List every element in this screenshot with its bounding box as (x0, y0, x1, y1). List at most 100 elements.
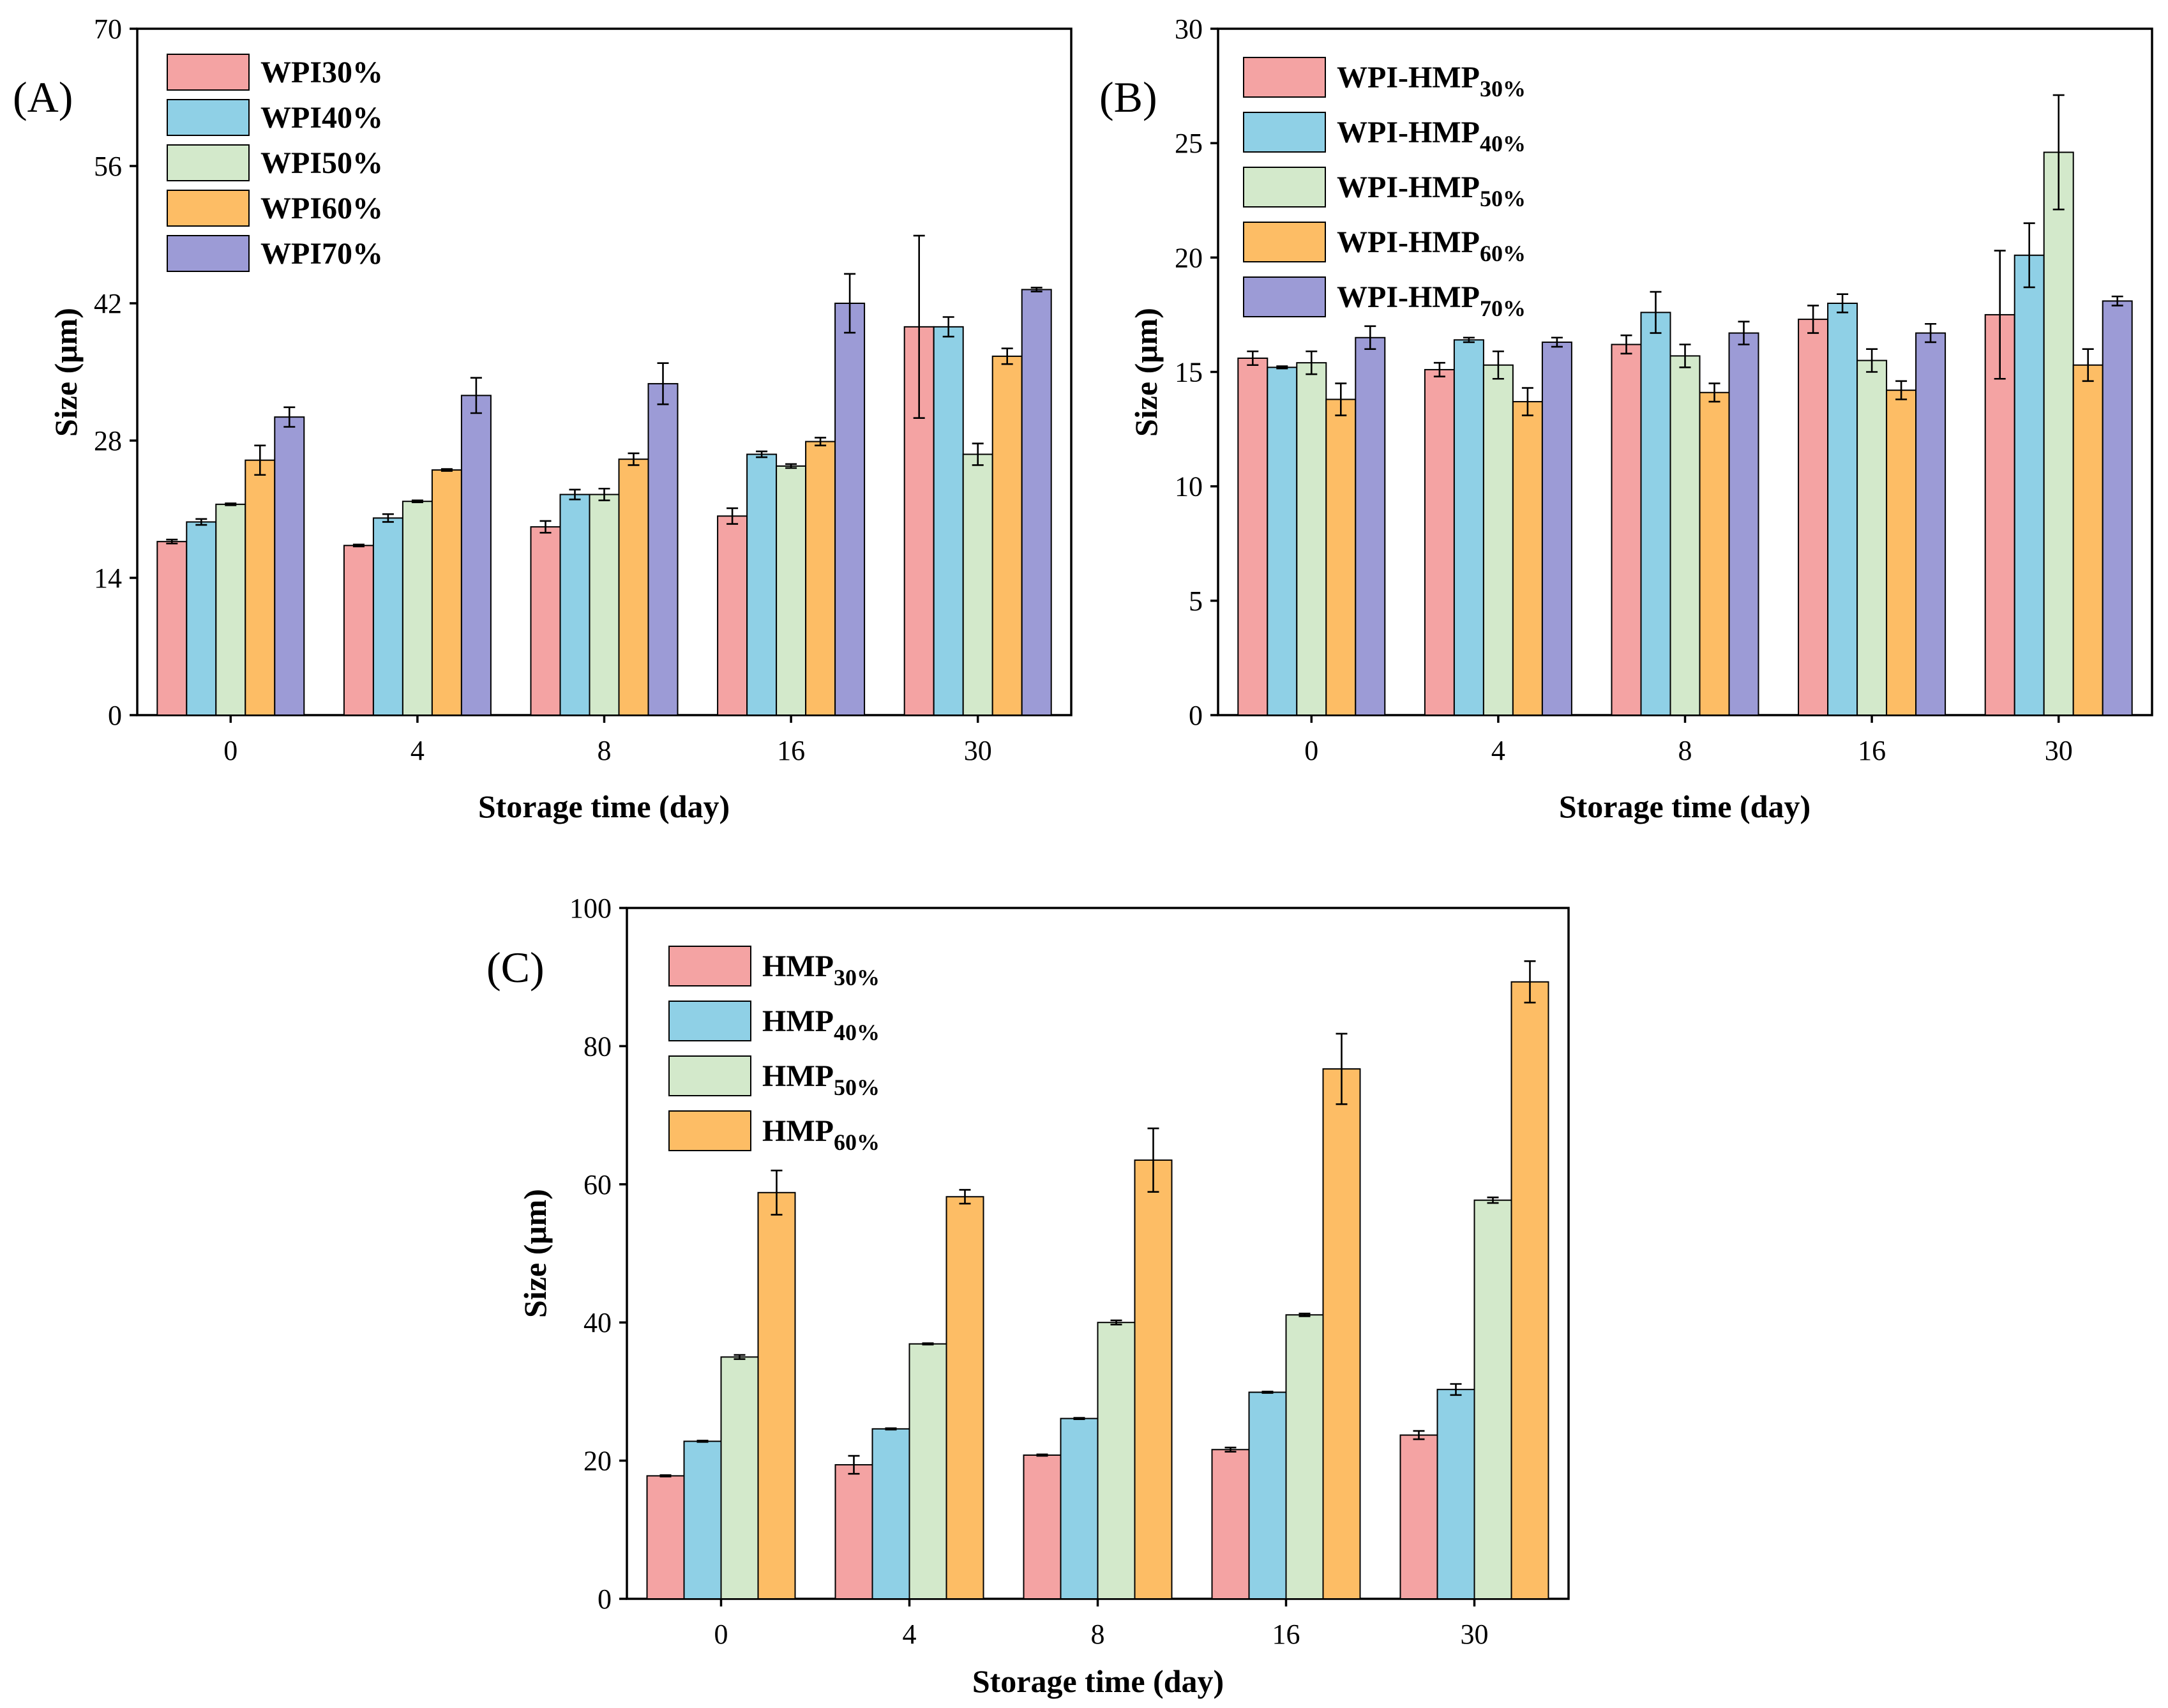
error-bar (2052, 94, 2065, 211)
panel-b-legend: WPI-HMP30% WPI-HMP40% WPI-HMP50% WPI-HMP60%… (1243, 57, 1526, 321)
y-tick-label: 20 (583, 1446, 612, 1477)
legend-label: WPI60% (260, 192, 383, 225)
y-tick-label: 30 (1175, 13, 1203, 45)
error-bar (598, 487, 610, 501)
error-bar (1001, 347, 1013, 365)
bar (962, 453, 993, 716)
panel-b-label: (B) (1099, 73, 1157, 121)
error-bar (1463, 336, 1475, 344)
bar (274, 416, 305, 716)
error-bar (283, 406, 296, 428)
bar (1482, 364, 1514, 716)
bar (1984, 314, 2015, 716)
x-tick-label: 0 (1304, 735, 1318, 766)
y-tick-label: 80 (583, 1031, 612, 1062)
bar (1827, 303, 1858, 716)
error-bar (1895, 380, 1908, 400)
panel-a-y-axis-label: Size (μm) (48, 308, 84, 437)
legend-label: WPI-HMP50% (1337, 170, 1526, 211)
y-tick-label: 25 (1175, 128, 1203, 159)
error-bar (1306, 350, 1318, 375)
legend-swatch (1243, 222, 1326, 262)
bar (186, 521, 217, 716)
bar (1798, 319, 1829, 716)
bar (1023, 1454, 1062, 1600)
legend-swatch (668, 946, 751, 986)
error-bar (440, 468, 453, 472)
error-bar (1521, 387, 1533, 416)
bar (1510, 981, 1549, 1600)
error-bar (1147, 1127, 1159, 1193)
error-bar (1224, 1446, 1237, 1453)
x-tick-label: 4 (410, 735, 425, 766)
panel-b-bars (1237, 94, 2133, 716)
bar (372, 517, 403, 716)
legend-label: WPI-HMP30% (1337, 61, 1526, 102)
legend-label: WPI-HMP60% (1337, 225, 1526, 266)
y-tick-label: 0 (1189, 700, 1203, 731)
bar (1267, 367, 1298, 716)
error-bar (815, 437, 827, 446)
error-bar (1492, 350, 1504, 380)
bar (1424, 368, 1455, 716)
x-tick-label: 8 (598, 735, 612, 766)
error-bar (166, 538, 178, 545)
bar (1453, 339, 1484, 716)
error-bar (1299, 1312, 1311, 1317)
legend-swatch (167, 54, 250, 91)
error-bar (1036, 1453, 1048, 1457)
error-bar (1551, 336, 1563, 348)
legend-label: WPI70% (260, 237, 383, 271)
bar (1611, 344, 1642, 716)
legend-label: HMP50% (762, 1059, 880, 1100)
y-tick-label: 56 (94, 151, 122, 182)
y-tick-label: 15 (1175, 357, 1203, 388)
error-bar (470, 377, 482, 414)
error-bar (922, 1342, 934, 1346)
panel-b-x-axis-label: Storage time (day) (1559, 789, 1810, 824)
x-tick-label: 0 (714, 1619, 728, 1650)
error-bar (1073, 1417, 1085, 1420)
bar (1248, 1391, 1287, 1599)
bar (1886, 389, 1917, 716)
error-bar (1261, 1391, 1274, 1394)
bar (2072, 364, 2104, 716)
panel-a-legend: WPI30% WPI40% WPI50% WPI60% WPI70% (167, 54, 383, 272)
legend-swatch (668, 1110, 751, 1151)
bar (871, 1428, 910, 1599)
legend-label: WPI50% (260, 146, 383, 180)
bar (908, 1343, 947, 1599)
y-tick-label: 60 (583, 1169, 612, 1200)
error-bar (1925, 322, 1937, 344)
bar (1728, 332, 1759, 716)
error-bar (1866, 348, 1878, 373)
bar (1473, 1199, 1512, 1600)
bar (746, 453, 778, 716)
error-bar (1364, 325, 1376, 350)
bar (1436, 1389, 1475, 1600)
bar (720, 1356, 759, 1600)
error-bar (1679, 344, 1691, 368)
error-bar (411, 499, 423, 504)
panel-a-x-ticks: 0 4 8 16 30 (223, 715, 992, 766)
error-bar (2111, 295, 2123, 306)
error-bar (1336, 1032, 1348, 1105)
panel-c-y-axis-label: Size (μm) (517, 1189, 553, 1318)
bar (646, 1475, 685, 1600)
bar (1856, 359, 1888, 716)
error-bar (885, 1427, 897, 1431)
bar (1325, 398, 1357, 716)
bar (1541, 341, 1572, 716)
bar (343, 545, 374, 716)
error-bar (657, 362, 669, 405)
bar (834, 303, 866, 716)
panel-b-x-ticks: 0 4 8 16 30 (1304, 715, 2073, 766)
bar (1355, 336, 1386, 716)
y-tick-label: 100 (569, 893, 612, 924)
error-bar (195, 518, 207, 526)
error-bar (1247, 350, 1259, 367)
y-tick-label: 5 (1189, 586, 1203, 617)
legend-swatch (1243, 57, 1326, 98)
bar (245, 459, 276, 716)
bar (1097, 1322, 1136, 1599)
